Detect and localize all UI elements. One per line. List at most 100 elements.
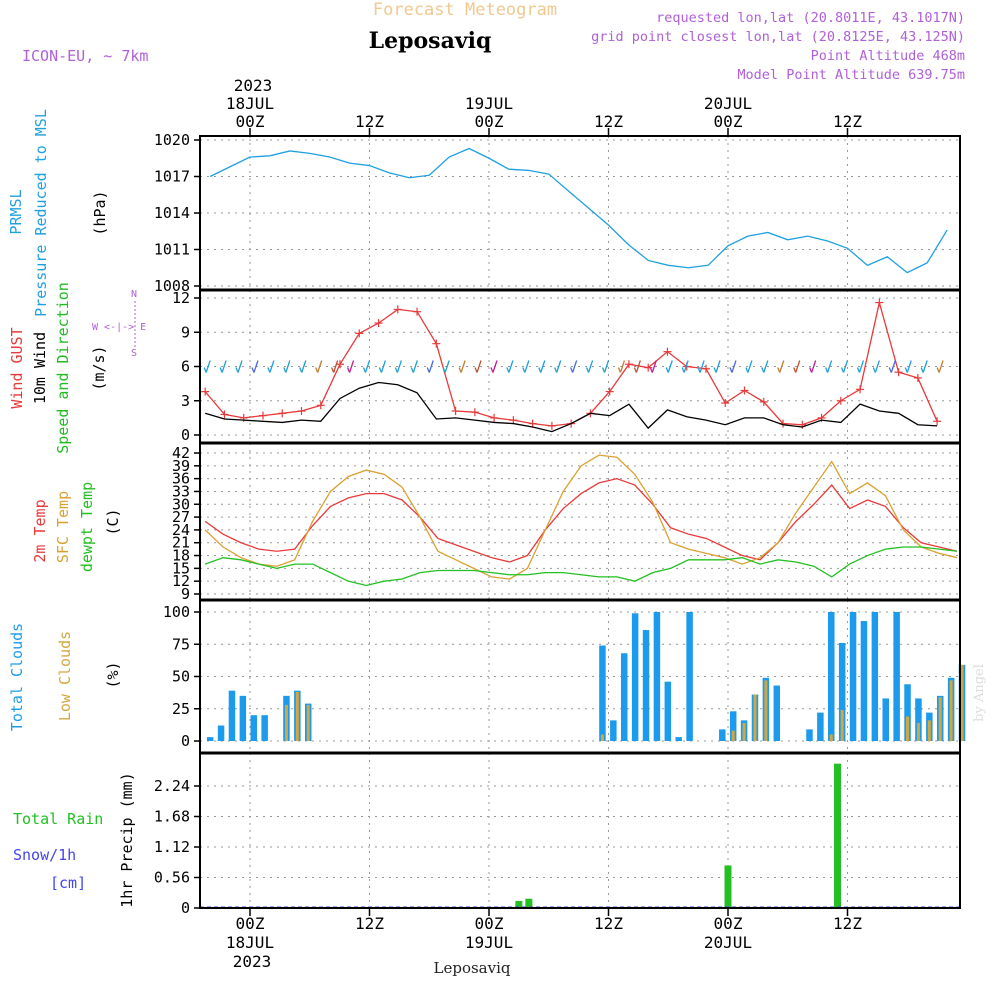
bottom-hour-label: 00Z bbox=[236, 914, 265, 933]
wind-direction-arrow bbox=[203, 367, 207, 373]
snow-unit-label: [cm] bbox=[50, 874, 86, 892]
y-tick-label: 0.56 bbox=[154, 869, 190, 887]
prmsl-label: PRMSL bbox=[7, 189, 25, 234]
y-tick-label: 30 bbox=[172, 495, 190, 513]
total-clouds-bar bbox=[817, 712, 824, 741]
wind-direction-arrow bbox=[731, 360, 737, 373]
bottom-hour-label: 12Z bbox=[355, 914, 384, 933]
total-clouds-bar bbox=[849, 612, 857, 741]
prmsl-unit-label: (hPa) bbox=[91, 190, 109, 235]
total-clouds-bar bbox=[904, 684, 911, 741]
top-hour-label: 12Z bbox=[355, 112, 384, 131]
low-clouds-bar bbox=[949, 680, 953, 741]
y-tick-label: 1014 bbox=[154, 204, 190, 222]
wind-direction-arrow bbox=[874, 360, 880, 373]
wind-unit-label: (m/s) bbox=[90, 345, 108, 390]
dewpt-line bbox=[204, 546, 958, 587]
wind-direction-arrow bbox=[301, 360, 307, 373]
rain-label: Total Rain bbox=[13, 810, 103, 828]
bottom-day-label: 19JUL bbox=[465, 933, 513, 952]
wind-direction-arrow bbox=[761, 367, 765, 373]
total-clouds-bar bbox=[675, 737, 682, 741]
wind-direction-arrow bbox=[346, 367, 351, 373]
bottom-day-label: 20JUL bbox=[704, 933, 752, 952]
rain-bar bbox=[525, 898, 533, 908]
wind-direction-arrow bbox=[267, 367, 271, 373]
total-clouds-label: Total Clouds bbox=[8, 623, 26, 731]
wind-direction-arrow bbox=[237, 360, 243, 373]
low-clouds-bar bbox=[284, 704, 288, 741]
wind-direction-arrow bbox=[745, 367, 749, 373]
top-day-label: 20JUL bbox=[704, 94, 752, 113]
wind-direction-arrow bbox=[476, 360, 482, 373]
wind-direction-arrow bbox=[490, 367, 494, 373]
top-hour-label: 12Z bbox=[594, 112, 623, 131]
total-clouds-bar bbox=[729, 711, 737, 741]
wind-direction-arrow bbox=[619, 360, 626, 373]
total-clouds-bar bbox=[806, 729, 813, 741]
y-tick-label: 15 bbox=[172, 559, 190, 577]
top-hour-label: 00Z bbox=[475, 112, 504, 131]
wind-direction-arrow bbox=[601, 367, 606, 373]
y-tick-label: 39 bbox=[172, 457, 190, 475]
location-title: Leposaviq bbox=[369, 28, 492, 54]
wind-direction-arrow bbox=[458, 367, 462, 373]
wind-direction-arrow bbox=[840, 367, 845, 373]
wind-direction-arrow bbox=[331, 367, 335, 373]
y-tick-label: 0 bbox=[181, 732, 190, 750]
wind-direction-arrow bbox=[920, 367, 924, 373]
total-clouds-bar bbox=[261, 715, 268, 741]
total-clouds-bar bbox=[664, 681, 672, 741]
y-tick-label: 21 bbox=[172, 534, 190, 552]
credit-text: by Angel bbox=[972, 664, 987, 722]
y-tick-label: 24 bbox=[172, 521, 190, 539]
temp-unit-label: (C) bbox=[104, 508, 122, 535]
low-clouds-bar bbox=[840, 710, 844, 741]
wind-direction-arrow bbox=[842, 360, 849, 373]
wind-direction-arrow bbox=[617, 367, 622, 373]
wind-direction-arrow bbox=[460, 360, 466, 373]
wind-direction-arrow bbox=[809, 367, 813, 373]
bottom-year-label: 2023 bbox=[233, 952, 272, 971]
total-clouds-bar bbox=[686, 612, 693, 741]
wind-direction-arrow bbox=[506, 367, 510, 373]
clouds-unit-label: (%) bbox=[104, 661, 122, 688]
precip-axis-label: 1hr Precip (mm) bbox=[118, 772, 136, 907]
low-clouds-bar bbox=[927, 720, 931, 741]
y-tick-label: 1.68 bbox=[154, 808, 190, 826]
wind-direction-arrow bbox=[585, 367, 590, 373]
wind-direction-arrow bbox=[699, 360, 705, 373]
wind-direction-arrow bbox=[426, 367, 430, 373]
y-tick-label: 100 bbox=[163, 603, 190, 621]
panel-frame bbox=[199, 752, 961, 909]
wind10-line bbox=[205, 381, 938, 433]
y-tick-label: 50 bbox=[172, 668, 190, 686]
total-clouds-bar bbox=[773, 685, 781, 741]
wind-direction-arrow bbox=[315, 367, 319, 373]
wind-direction-arrow bbox=[235, 367, 239, 373]
sfc-temp-label: SFC Temp bbox=[54, 491, 72, 563]
wind-dir-label: Speed and Direction bbox=[54, 282, 72, 454]
wind-direction-arrow bbox=[540, 360, 546, 373]
wind-direction-arrow bbox=[715, 360, 721, 373]
rain-bar bbox=[724, 865, 732, 908]
wind-direction-arrow bbox=[524, 360, 530, 373]
total-clouds-bar bbox=[719, 729, 726, 741]
wind-direction-arrow bbox=[904, 367, 908, 373]
y-tick-label: 1011 bbox=[154, 241, 190, 259]
wind-direction-arrow bbox=[633, 367, 637, 373]
total-clouds-bar bbox=[228, 690, 236, 741]
cloud-labels: Total Clouds Low Clouds (%) bbox=[8, 623, 122, 731]
wind-direction-arrow bbox=[474, 367, 478, 373]
total-clouds-bar bbox=[631, 613, 639, 741]
total-clouds-bar bbox=[653, 612, 661, 741]
wind-direction-arrow bbox=[221, 360, 227, 373]
wind-direction-arrow bbox=[906, 360, 912, 373]
top-day-label: 18JUL bbox=[226, 94, 274, 113]
y-tick-label: 0 bbox=[181, 899, 190, 917]
wind-direction-arrow bbox=[793, 367, 797, 373]
wind-direction-arrow bbox=[779, 360, 785, 373]
total-clouds-bar bbox=[828, 612, 835, 741]
wind-direction-arrow bbox=[635, 360, 641, 373]
wind-direction-arrow bbox=[890, 360, 896, 373]
